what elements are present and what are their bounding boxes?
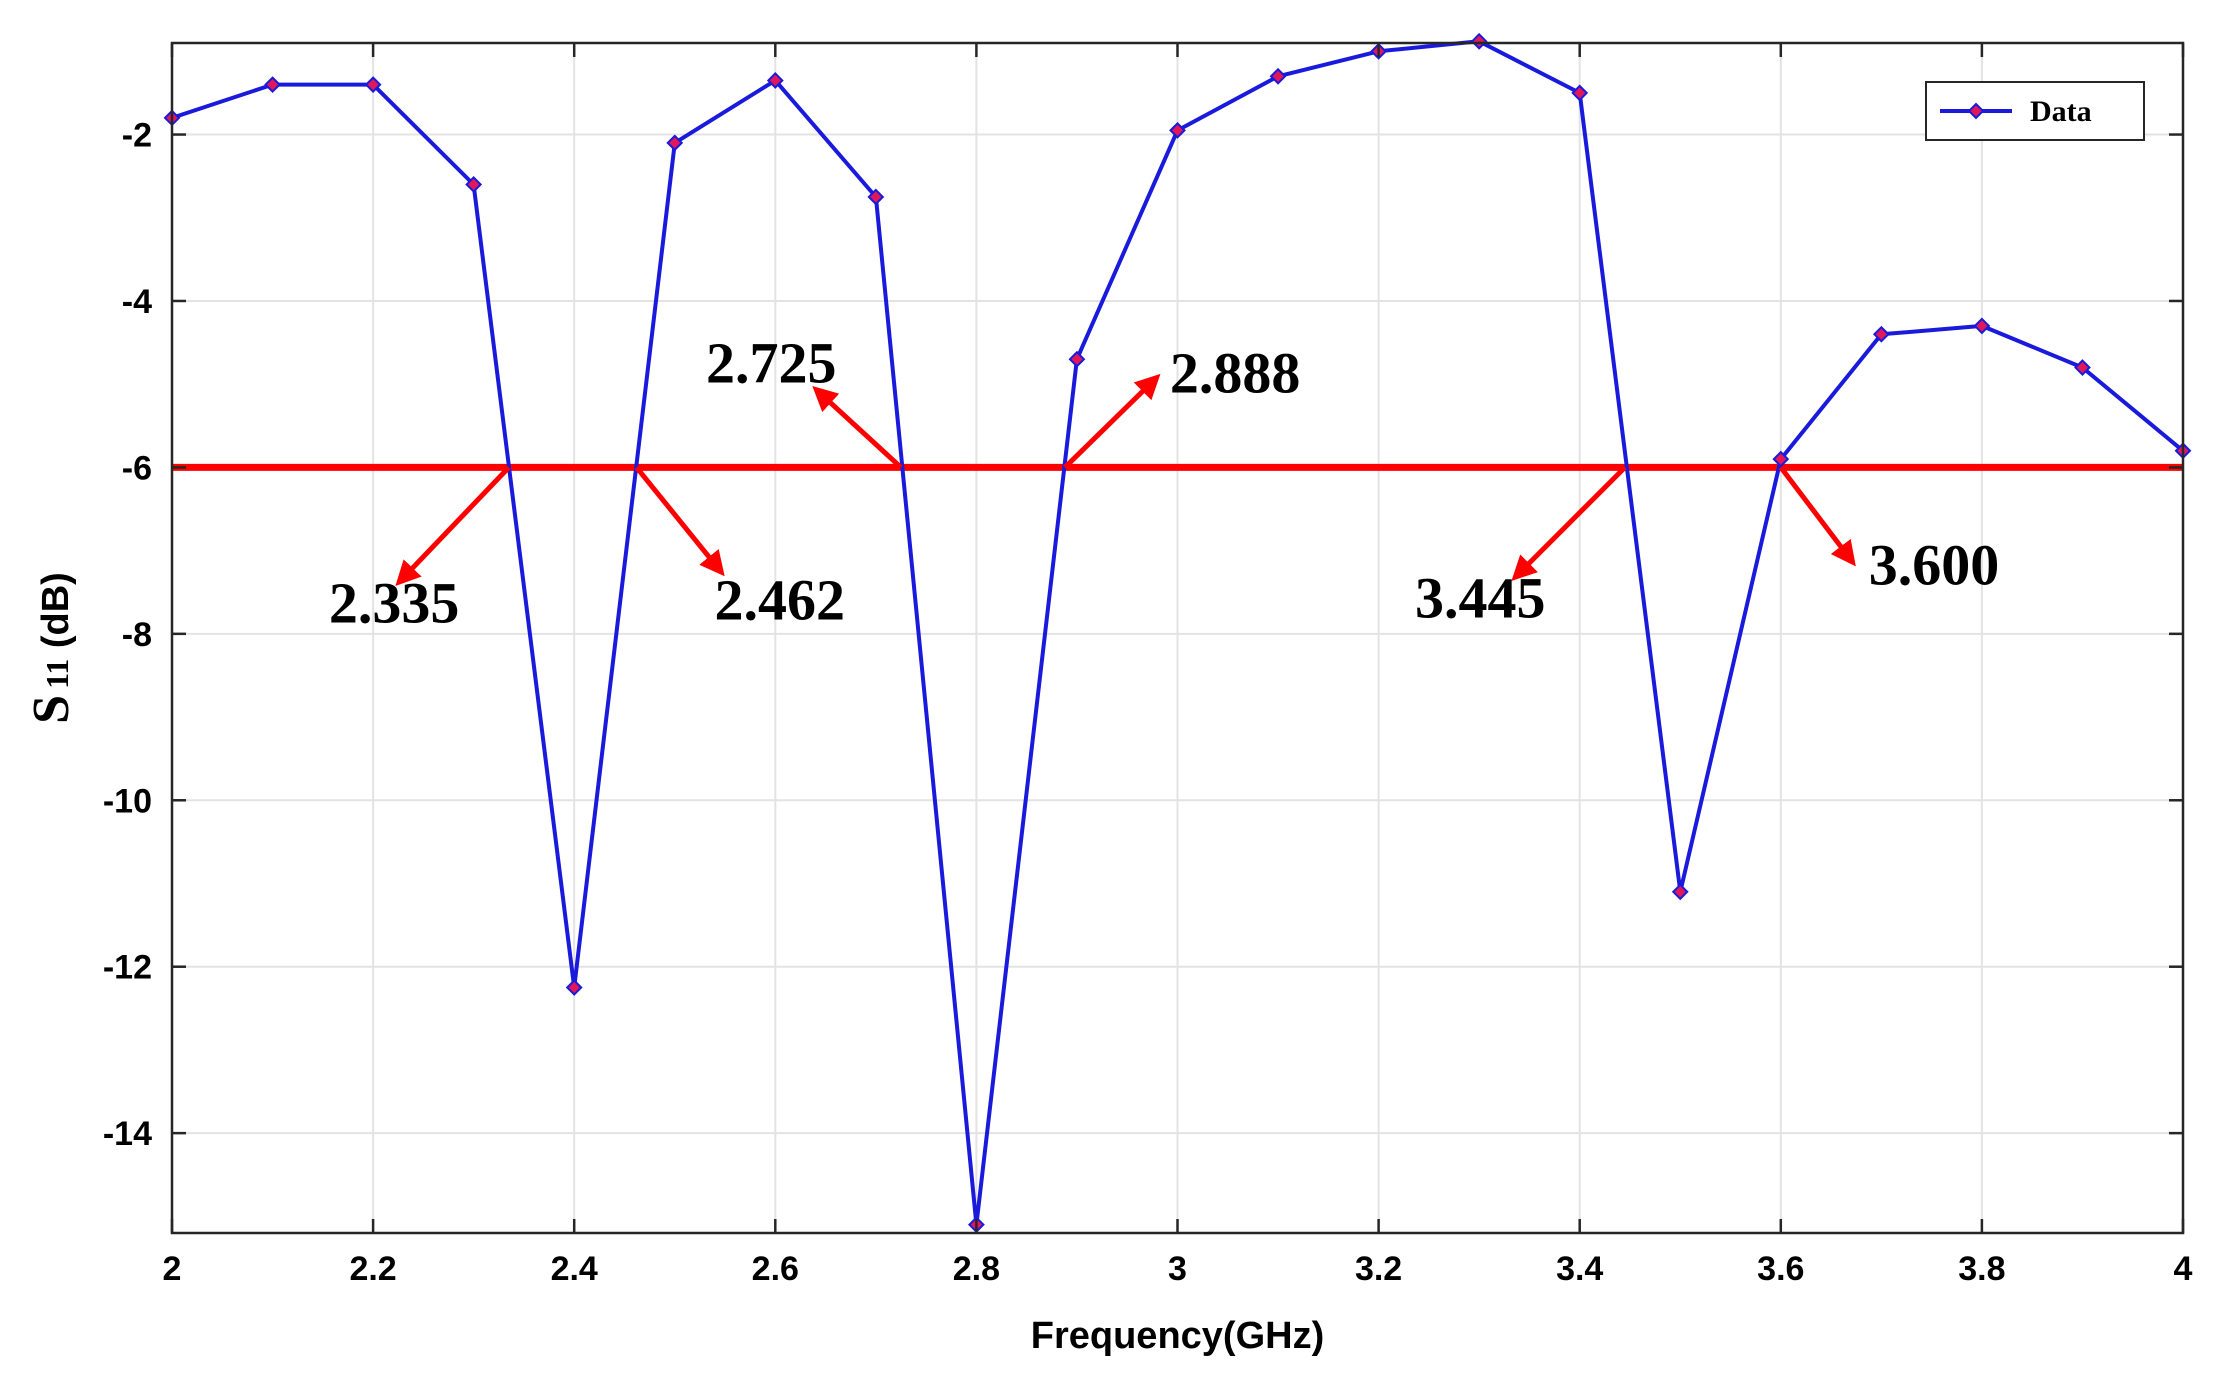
data-point (264, 76, 281, 94)
x-tick-label: 3 (1168, 1250, 1187, 1288)
data-point (565, 979, 583, 996)
annotation-label: 2.725 (706, 330, 837, 395)
y-axis-title-subscript: 11 (39, 659, 75, 689)
data-point (364, 76, 382, 94)
legend: Data (1925, 81, 2145, 141)
x-tick-label: 3.8 (1958, 1250, 2005, 1288)
data-point (766, 72, 784, 89)
grid (171, 43, 2184, 1233)
series-layer (163, 32, 2192, 1234)
legend-box (1925, 81, 2145, 141)
x-tick-label: 4 (2174, 1250, 2193, 1288)
data-point (2074, 359, 2091, 376)
x-tick-label: 3.4 (1556, 1250, 1603, 1288)
axes: 2 2.2 2.4 2.6 2.8 3 3.2 3.4 3.6 3.8 4 -2 -4 -6 -8 -10 -1… (23, 41, 2193, 1357)
data-point (1571, 84, 1589, 102)
x-tick-label: 2.8 (953, 1250, 1000, 1288)
y-tick-label: -4 (122, 283, 152, 321)
data-point (1671, 883, 1689, 901)
x-tick-label: 2.4 (551, 1250, 598, 1288)
y-tick-label: -14 (103, 1115, 152, 1153)
y-tick-label: -10 (103, 782, 152, 820)
data-point (1973, 317, 1991, 335)
data-point (465, 176, 483, 193)
x-axis-title: Frequency(GHz) (1031, 1315, 1324, 1357)
data-point (1269, 67, 1287, 85)
data-point (666, 134, 684, 152)
y-axis-title-symbol: S (23, 695, 80, 724)
annotation-arrow (1511, 465, 1627, 581)
data-point (1470, 32, 1488, 50)
annotation-arrow (1778, 465, 1856, 567)
x-tick-label: 3.2 (1355, 1250, 1402, 1288)
annotation-label: 2.335 (329, 570, 460, 635)
annotation-arrow (634, 465, 725, 577)
annotation-arrow (1063, 373, 1161, 470)
data-point (1872, 325, 1890, 343)
y-tick-label: -8 (122, 616, 152, 654)
data-point (1068, 350, 1086, 368)
annotations: 2.335 2.462 2.725 2.888 3.445 3.600 (329, 330, 1999, 635)
annotation-arrow (395, 465, 511, 587)
x-tick-label: 2 (163, 1250, 182, 1288)
y-axis-title: S 11 (dB) (23, 572, 80, 724)
annotation-label: 3.445 (1415, 565, 1546, 630)
data-point (1772, 450, 1790, 468)
y-tick-label: -12 (103, 949, 152, 987)
legend-label: Data (2030, 95, 2092, 128)
x-tick-label: 2.2 (349, 1250, 396, 1288)
x-tick-label: 3.6 (1757, 1250, 1804, 1288)
annotation-arrow (812, 386, 903, 470)
annotation-label: 2.888 (1170, 340, 1301, 405)
y-tick-label: -6 (122, 449, 152, 487)
y-tick-label: -2 (122, 117, 152, 155)
annotation-label: 3.600 (1869, 532, 2000, 597)
data-point (1169, 121, 1186, 139)
y-axis-title-unit: (dB) (35, 572, 77, 659)
x-tick-label: 2.6 (752, 1250, 799, 1288)
data-point (867, 188, 885, 206)
annotation-label: 2.462 (715, 567, 846, 632)
legend-marker (1967, 102, 1985, 120)
